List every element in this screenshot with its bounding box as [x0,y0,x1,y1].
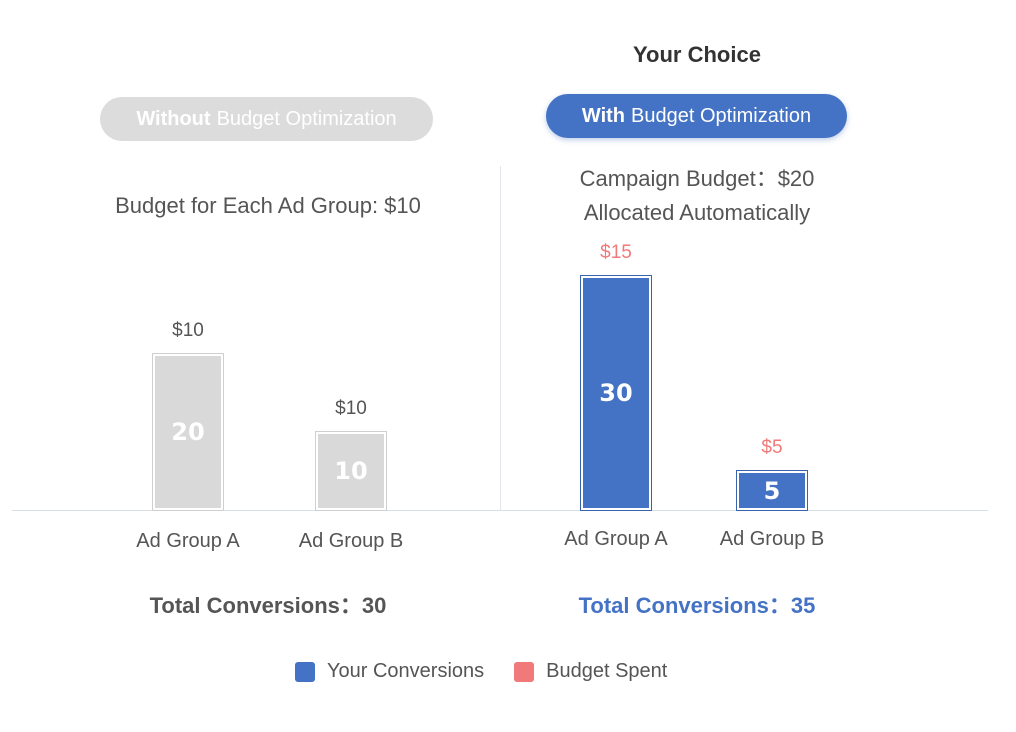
with-pill-bold: With [581,104,626,127]
your-choice-label: Your Choice [633,42,761,67]
legend-swatch-budget [514,661,535,682]
right-description-line1: Campaign Budget：$20 [579,166,815,191]
chart-baseline [12,510,988,511]
panel-divider [500,166,501,510]
legend-label-conversions: Your Conversions [327,660,485,682]
bar-right-ad-group-a: 30 [580,275,652,511]
without-optimization-pill[interactable]: Without Budget Optimization [100,97,433,141]
budget-label-left-ad-group-a: $10 [172,320,204,341]
category-label-left-ad-group-b: Ad Group B [298,530,404,552]
legend: Your Conversions Budget Spent [295,660,667,683]
legend-label-budget: Budget Spent [546,660,668,682]
with-optimization-pill[interactable]: With Budget Optimization [546,94,847,138]
bar-right-ad-group-b: 5 [736,470,808,511]
without-pill-text: Budget Optimization [216,107,397,130]
bar-left-ad-group-a: 20 [152,353,224,511]
category-label-right-ad-group-b: Ad Group B [719,528,825,550]
category-label-right-ad-group-a: Ad Group A [564,528,668,550]
left-description: Budget for Each Ad Group: $10 [115,193,421,218]
category-label-left-ad-group-a: Ad Group A [136,530,240,552]
budget-label-right-ad-group-a: $15 [600,242,632,263]
right-description-line2: Allocated Automatically [583,200,811,225]
without-pill-bold: Without [136,107,211,130]
budget-label-right-ad-group-b: $5 [761,437,783,458]
left-total-conversions: Total Conversions：30 [149,593,387,618]
legend-swatch-conversions [295,661,315,682]
right-total-conversions: Total Conversions：35 [578,593,816,618]
bar-left-ad-group-b: 10 [315,431,387,511]
with-pill-text: Budget Optimization [631,104,812,127]
budget-label-left-ad-group-b: $10 [335,398,367,419]
